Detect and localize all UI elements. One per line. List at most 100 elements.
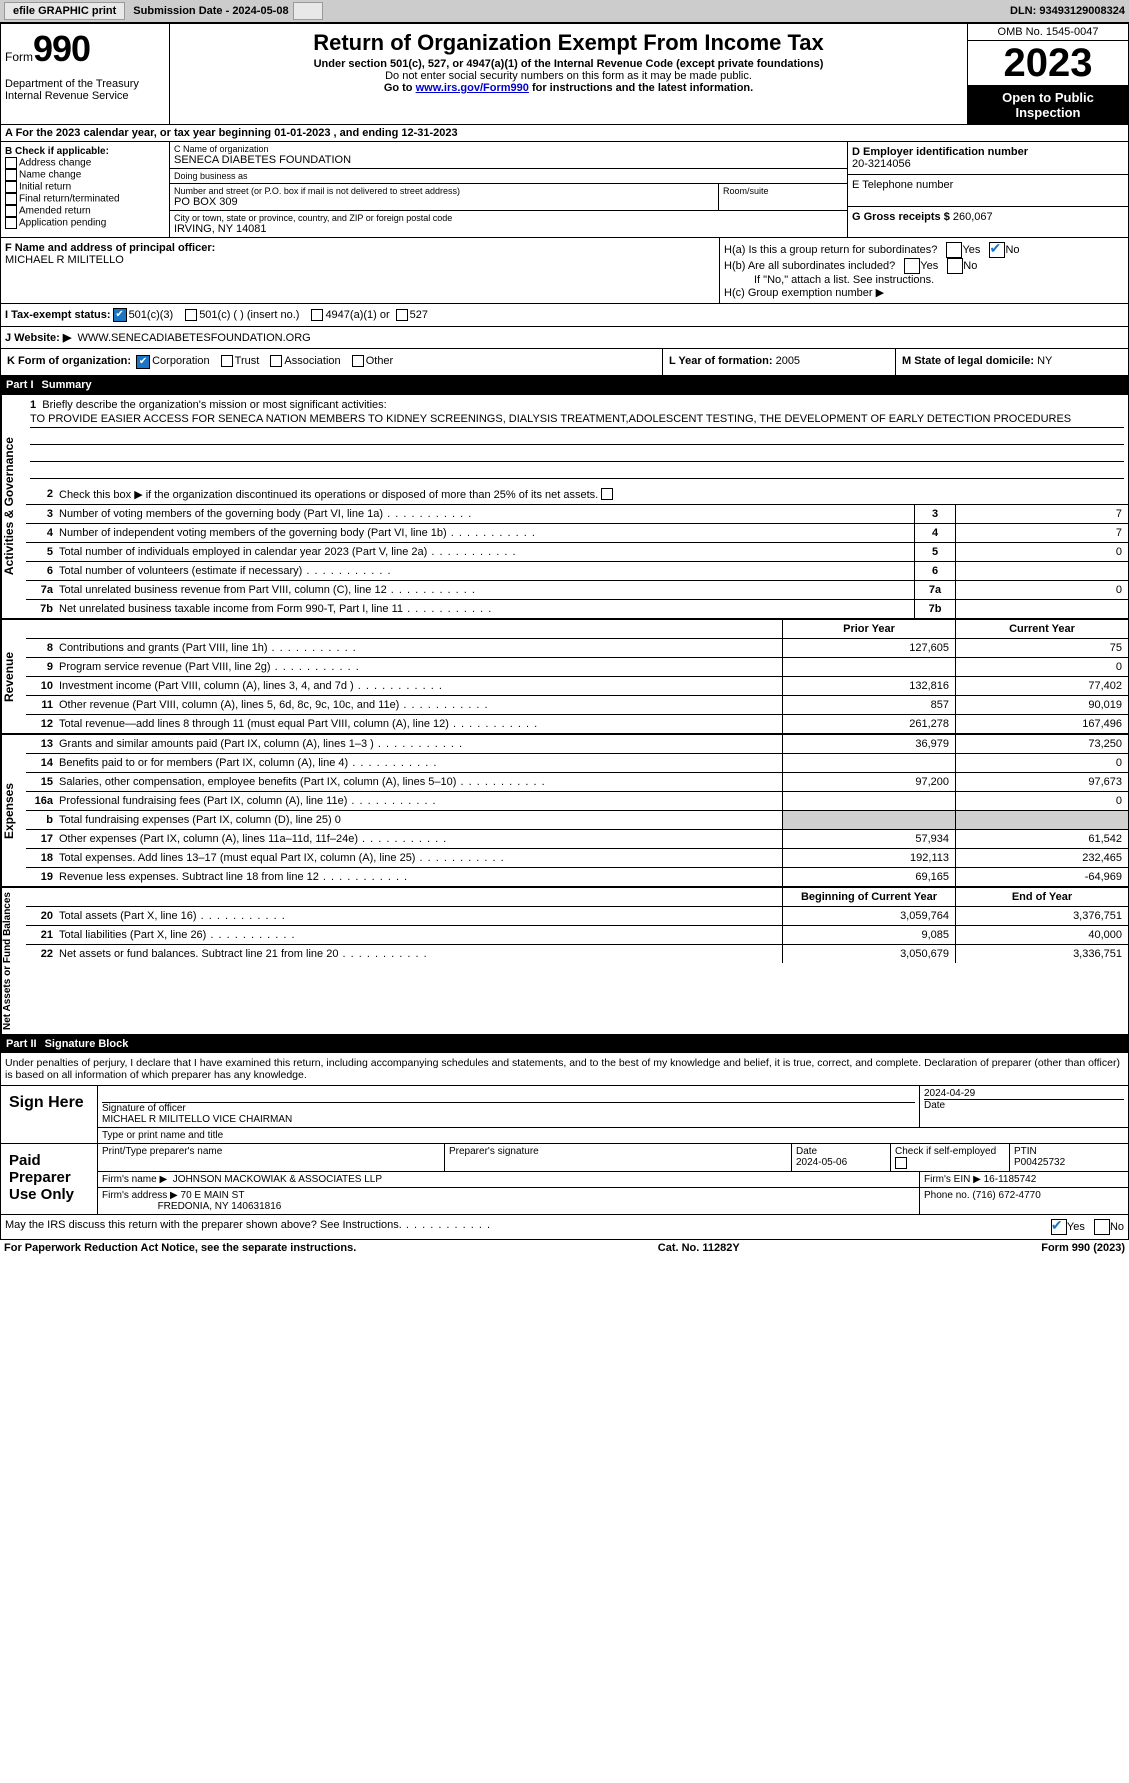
line-16a: 16aProfessional fundraising fees (Part I…	[26, 792, 1128, 811]
line-14: 14Benefits paid to or for members (Part …	[26, 754, 1128, 773]
line-12: 12Total revenue—add lines 8 through 11 (…	[26, 715, 1128, 733]
firm-name: JOHNSON MACKOWIAK & ASSOCIATES LLP	[173, 1174, 382, 1185]
line-10: 10Investment income (Part VIII, column (…	[26, 677, 1128, 696]
expenses-section: Expenses 13Grants and similar amounts pa…	[0, 734, 1129, 887]
street-address: PO BOX 309	[174, 196, 714, 208]
firm-phone: (716) 672-4770	[972, 1190, 1040, 1201]
chk-discontinued[interactable]	[601, 488, 613, 500]
blank-button[interactable]	[293, 2, 323, 20]
public-inspection: Open to Public Inspection	[968, 86, 1128, 124]
chk-pending[interactable]	[5, 217, 17, 229]
line-7b: 7bNet unrelated business taxable income …	[26, 600, 1128, 618]
dept-treasury: Department of the Treasury	[5, 78, 165, 90]
netassets-section: Net Assets or Fund Balances Beginning of…	[0, 887, 1129, 1035]
chk-amended[interactable]	[5, 205, 17, 217]
chk-trust[interactable]	[221, 355, 233, 367]
line-20: 20Total assets (Part X, line 16)3,059,76…	[26, 907, 1128, 926]
declaration-text: Under penalties of perjury, I declare th…	[0, 1053, 1129, 1086]
dln-text: DLN: 93493129008324	[1010, 5, 1125, 17]
line-3: 3Number of voting members of the governi…	[26, 505, 1128, 524]
year-formation: 2005	[776, 355, 800, 367]
activities-governance: Activities & Governance 1 Briefly descri…	[0, 394, 1129, 619]
line-15: 15Salaries, other compensation, employee…	[26, 773, 1128, 792]
box-c: C Name of organization SENECA DIABETES F…	[170, 142, 847, 237]
tax-year: 2023	[968, 41, 1128, 86]
line-19: 19Revenue less expenses. Subtract line 1…	[26, 868, 1128, 886]
irs-link[interactable]: www.irs.gov/Form990	[416, 82, 529, 94]
firm-ein: 16-1185742	[984, 1174, 1037, 1185]
line-13: 13Grants and similar amounts paid (Part …	[26, 735, 1128, 754]
discuss-yes[interactable]	[1051, 1219, 1067, 1235]
box-de: D Employer identification number 20-3214…	[847, 142, 1128, 237]
org-name: SENECA DIABETES FOUNDATION	[174, 154, 843, 166]
irs-label: Internal Revenue Service	[5, 90, 165, 102]
chk-corp[interactable]: ✔	[136, 355, 150, 369]
line-6: 6Total number of volunteers (estimate if…	[26, 562, 1128, 581]
form-footer: Form 990 (2023)	[1041, 1242, 1125, 1254]
form-header: Form990 Department of the Treasury Inter…	[0, 23, 1129, 125]
chk-address[interactable]	[5, 157, 17, 169]
line-5: 5Total number of individuals employed in…	[26, 543, 1128, 562]
ein-value: 20-3214056	[852, 158, 911, 170]
form-subtitle: Under section 501(c), 527, or 4947(a)(1)…	[174, 58, 963, 70]
row-i: I Tax-exempt status: ✔501(c)(3) 501(c) (…	[0, 304, 1129, 327]
line-b: bTotal fundraising expenses (Part IX, co…	[26, 811, 1128, 830]
line-7a: 7aTotal unrelated business revenue from …	[26, 581, 1128, 600]
ha-no[interactable]	[989, 242, 1005, 258]
form-number: Form990	[5, 28, 165, 70]
chk-final[interactable]	[5, 193, 17, 205]
goto-note: Go to www.irs.gov/Form990 for instructio…	[174, 82, 963, 94]
omb-number: OMB No. 1545-0047	[968, 24, 1128, 41]
line-11: 11Other revenue (Part VIII, column (A), …	[26, 696, 1128, 715]
officer-sig-name: MICHAEL R MILITELLO VICE CHAIRMAN	[102, 1114, 292, 1125]
chk-initial[interactable]	[5, 181, 17, 193]
discuss-row: May the IRS discuss this return with the…	[0, 1215, 1129, 1240]
part2-header: Part II Signature Block	[0, 1035, 1129, 1053]
website-value: WWW.SENECADIABETESFOUNDATION.ORG	[77, 332, 310, 344]
row-a-taxyear: A For the 2023 calendar year, or tax yea…	[0, 125, 1129, 142]
sign-date: 2024-04-29	[924, 1088, 975, 1099]
top-bar: efile GRAPHIC print Submission Date - 20…	[0, 0, 1129, 23]
mission-text: TO PROVIDE EASIER ACCESS FOR SENECA NATI…	[30, 413, 1124, 428]
sign-here-block: Sign Here Signature of officer MICHAEL R…	[0, 1086, 1129, 1144]
hb-no[interactable]	[947, 258, 963, 274]
efile-button[interactable]: efile GRAPHIC print	[4, 2, 125, 20]
row-fh: F Name and address of principal officer:…	[0, 238, 1129, 304]
row-j: J Website: ▶ WWW.SENECADIABETESFOUNDATIO…	[0, 327, 1129, 349]
line-4: 4Number of independent voting members of…	[26, 524, 1128, 543]
chk-4947[interactable]	[311, 309, 323, 321]
ptin-value: P00425732	[1014, 1157, 1065, 1168]
chk-527[interactable]	[396, 309, 408, 321]
line-17: 17Other expenses (Part IX, column (A), l…	[26, 830, 1128, 849]
discuss-no[interactable]	[1094, 1219, 1110, 1235]
box-b: B Check if applicable: Address change Na…	[1, 142, 170, 237]
city-state-zip: IRVING, NY 14081	[174, 223, 843, 235]
chk-other[interactable]	[352, 355, 364, 367]
chk-name[interactable]	[5, 169, 17, 181]
bottom-bar: For Paperwork Reduction Act Notice, see …	[0, 1240, 1129, 1256]
form-title: Return of Organization Exempt From Incom…	[174, 30, 963, 56]
line-22: 22Net assets or fund balances. Subtract …	[26, 945, 1128, 963]
row-klm: K Form of organization: ✔Corporation Tru…	[0, 349, 1129, 376]
chk-501c3[interactable]: ✔	[113, 308, 127, 322]
line-21: 21Total liabilities (Part X, line 26)9,0…	[26, 926, 1128, 945]
hb-yes[interactable]	[904, 258, 920, 274]
line-8: 8Contributions and grants (Part VIII, li…	[26, 639, 1128, 658]
ssn-note: Do not enter social security numbers on …	[174, 70, 963, 82]
revenue-section: Revenue Prior Year Current Year 8Contrib…	[0, 619, 1129, 734]
chk-assoc[interactable]	[270, 355, 282, 367]
submission-date: Submission Date - 2024-05-08	[129, 5, 292, 17]
prep-date: 2024-05-06	[796, 1157, 847, 1168]
chk-self-employed[interactable]	[895, 1157, 907, 1169]
part1-header: Part I Summary	[0, 376, 1129, 394]
gross-receipts: 260,067	[953, 211, 993, 223]
officer-name: MICHAEL R MILITELLO	[5, 254, 124, 266]
firm-addr: 70 E MAIN ST	[181, 1190, 245, 1201]
paid-preparer-block: Paid Preparer Use Only Print/Type prepar…	[0, 1144, 1129, 1215]
state-domicile: NY	[1037, 355, 1052, 367]
ha-yes[interactable]	[946, 242, 962, 258]
line-9: 9Program service revenue (Part VIII, lin…	[26, 658, 1128, 677]
chk-501c[interactable]	[185, 309, 197, 321]
firm-city: FREDONIA, NY 140631816	[158, 1201, 282, 1212]
line-18: 18Total expenses. Add lines 13–17 (must …	[26, 849, 1128, 868]
